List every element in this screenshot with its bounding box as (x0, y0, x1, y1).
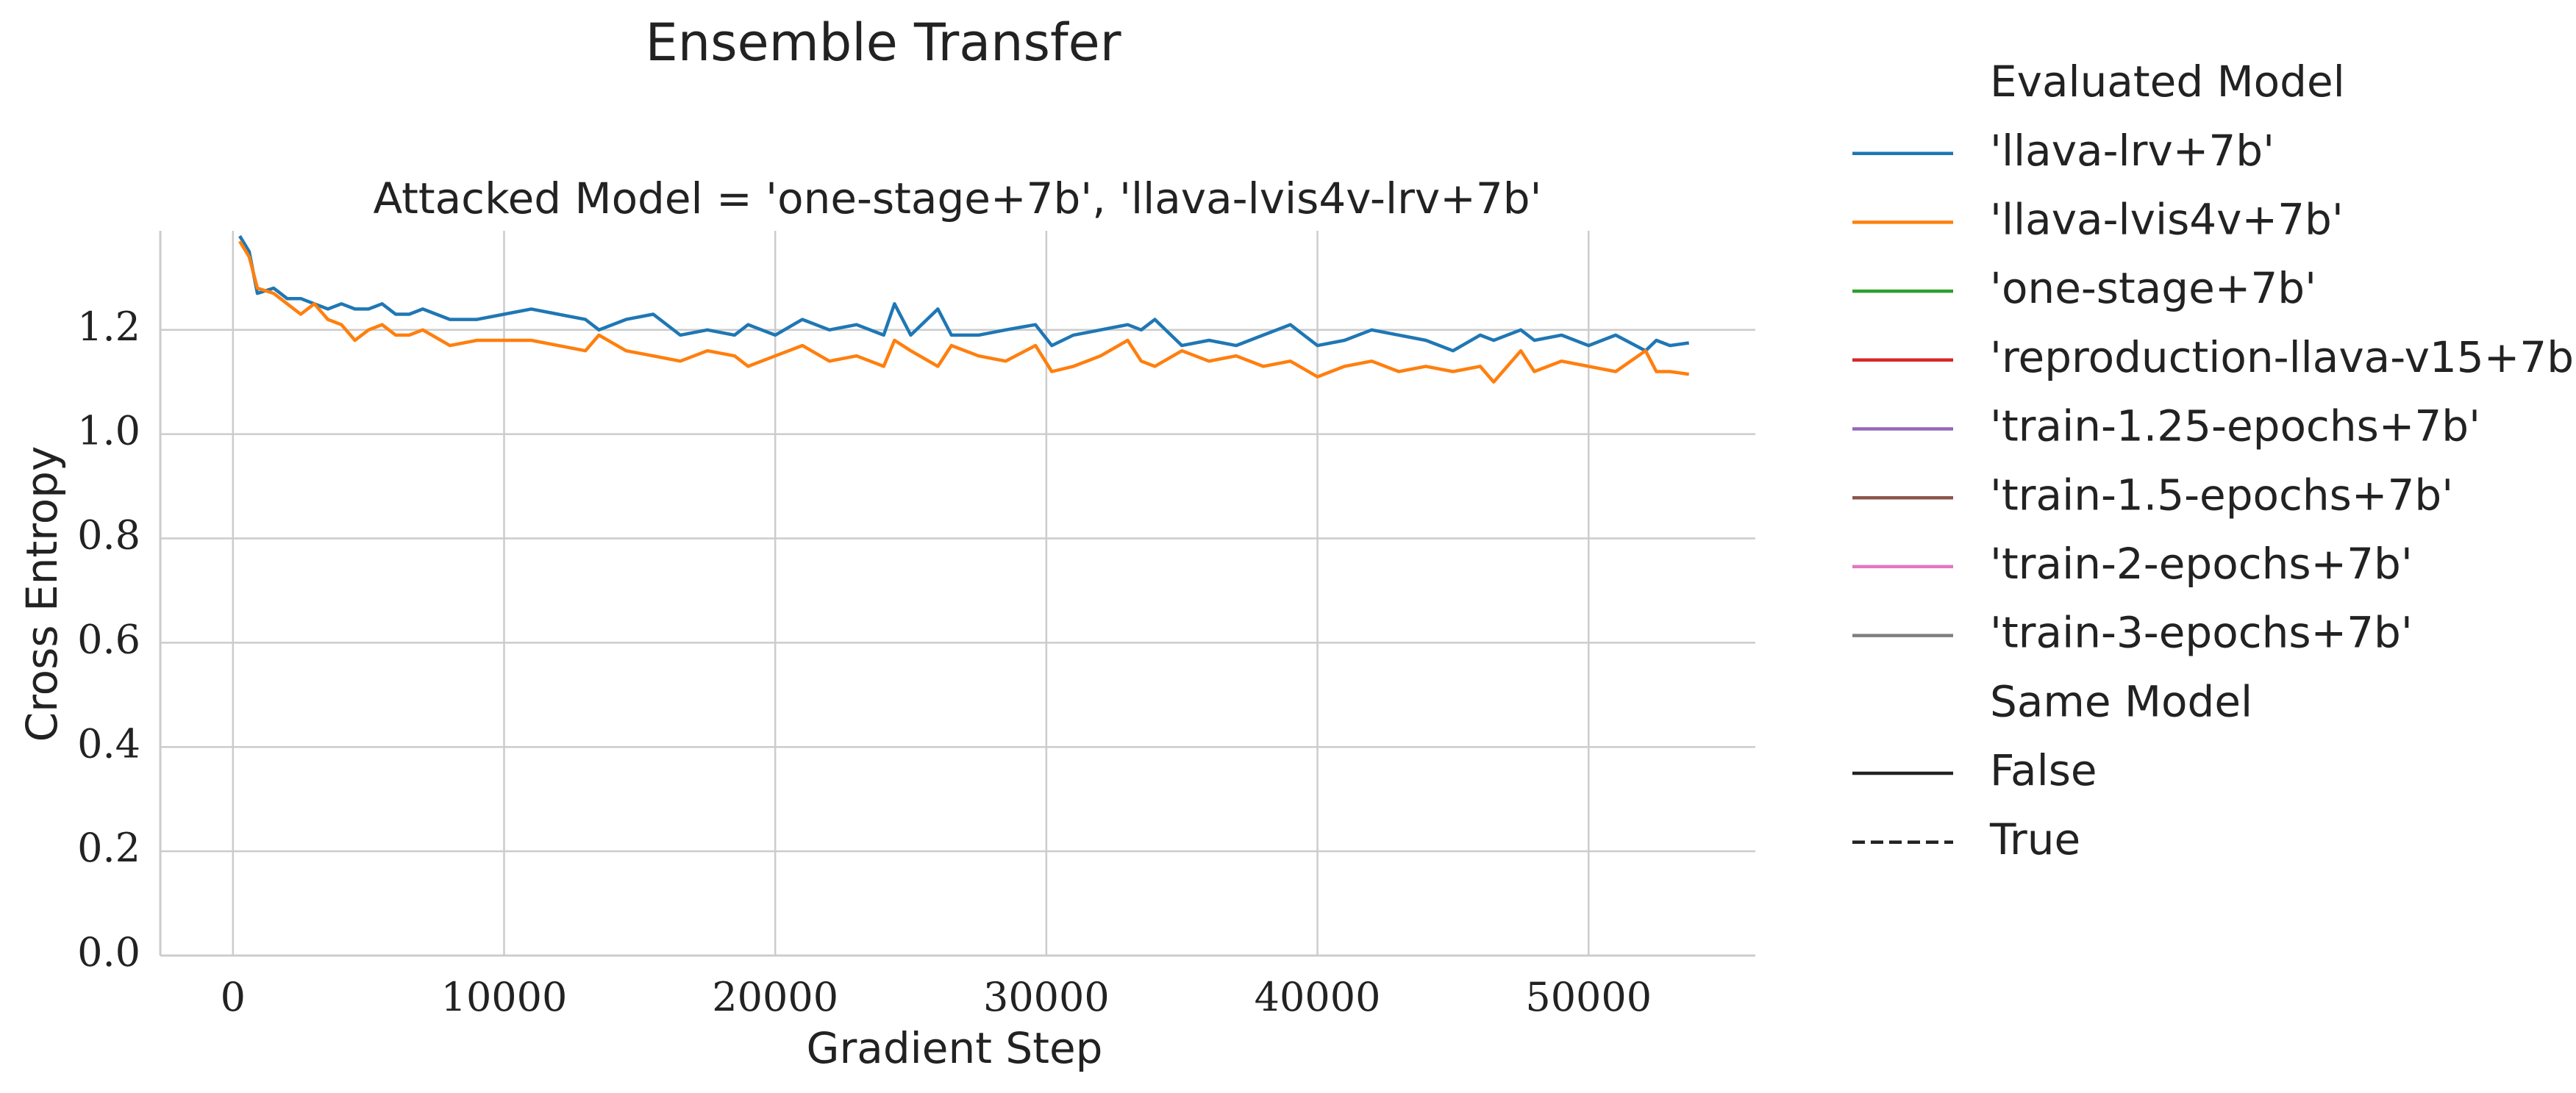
legend-title: Evaluated Model (1990, 57, 2345, 107)
legend-label: 'llava-lvis4v+7b' (1990, 195, 2344, 245)
x-tick-label: 0 (221, 974, 246, 1020)
y-tick-label: 0.4 (77, 720, 140, 767)
legend-label: 'train-3-epochs+7b' (1990, 608, 2413, 658)
legend-label: 'train-1.5-epochs+7b' (1990, 470, 2453, 520)
x-tick-label: 50000 (1525, 974, 1652, 1020)
y-tick-label: 1.2 (77, 304, 140, 350)
x-tick-label: 30000 (983, 974, 1110, 1020)
y-tick-label: 0.2 (77, 825, 140, 871)
legend-label: 'reproduction-llava-v15+7b' (1990, 332, 2576, 382)
y-tick-label: 1.0 (77, 408, 140, 454)
data-line (238, 240, 1690, 384)
x-tick-label: 20000 (712, 974, 838, 1020)
x-tick-label: 10000 (441, 974, 568, 1020)
y-tick-label: 0.8 (77, 512, 140, 559)
legend-label: 'train-2-epochs+7b' (1990, 539, 2413, 589)
y-tick-label: 0.0 (77, 929, 140, 975)
legend-label: True (1989, 814, 2080, 864)
legend-label: 'one-stage+7b' (1990, 263, 2316, 313)
chart-subtitle: Attacked Model = 'one-stage+7b', 'llava-… (374, 173, 1542, 223)
legend-label: 'llava-lrv+7b' (1990, 126, 2274, 176)
legend-title: Same Model (1990, 676, 2252, 726)
x-axis-label: Gradient Step (807, 1023, 1103, 1073)
chart-title: Ensemble Transfer (646, 12, 1121, 73)
x-tick-label: 40000 (1255, 974, 1381, 1020)
legend-label: 'train-1.25-epochs+7b' (1990, 401, 2480, 451)
legend-label: False (1990, 745, 2097, 795)
y-axis-label: Cross Entropy (17, 446, 67, 742)
data-line (238, 234, 1690, 353)
y-tick-label: 0.6 (77, 616, 140, 662)
